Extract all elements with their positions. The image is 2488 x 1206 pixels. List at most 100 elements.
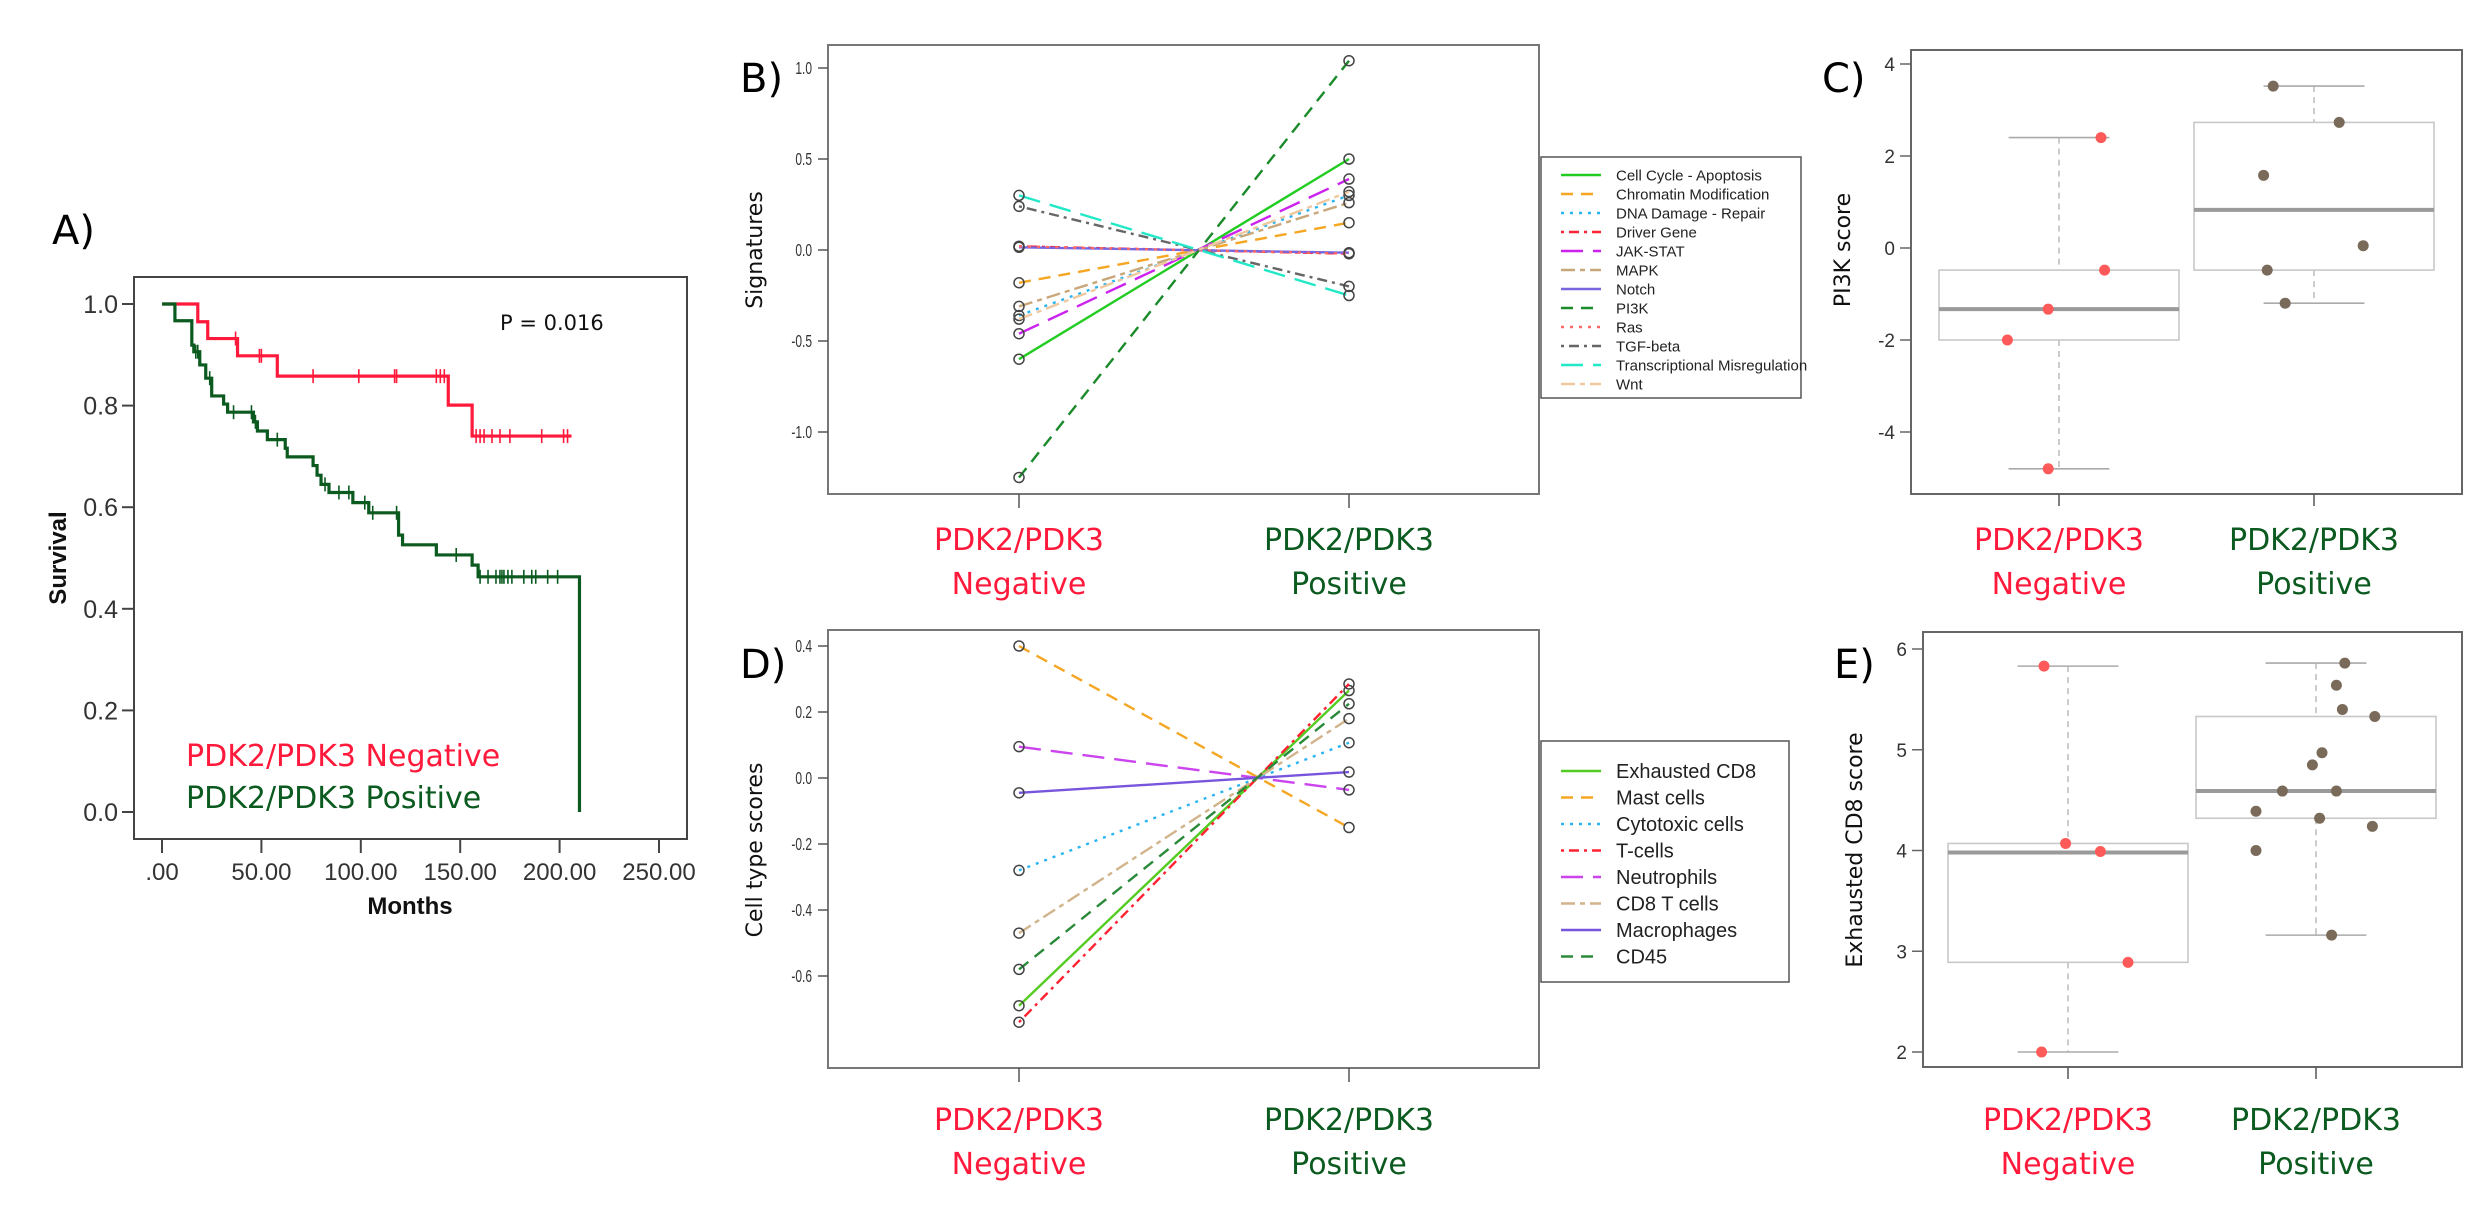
panel-a-curves — [162, 302, 582, 812]
group-label-negative: PDK2/PDK3 — [934, 1103, 1104, 1138]
panel-c-label: C) — [1822, 56, 1866, 102]
x-tick-label: 200.00 — [523, 859, 596, 886]
series-line — [1018, 157, 1350, 361]
data-point — [1343, 247, 1355, 260]
data-point — [1013, 640, 1025, 652]
y-tick-label: 4 — [1884, 55, 1895, 76]
panel-d-lines — [1013, 640, 1355, 1082]
data-point — [1343, 698, 1355, 710]
data-point — [2326, 929, 2338, 941]
panel-a-km-plot: A) 0.0 0.2 0.4 0.6 0.8 1.0 .00 50.00 100.00 150.… — [45, 208, 696, 920]
x-tick-label: .00 — [145, 859, 178, 886]
panel-a-label: A) — [52, 208, 95, 254]
group-label-positive: PDK2/PDK3 — [2229, 523, 2399, 558]
y-tick-label: -0.4 — [791, 901, 812, 921]
panel-c-group-labels: PDK2/PDK3 Negative PDK2/PDK3 Positive — [1974, 523, 2399, 602]
panel-b-label: B) — [740, 56, 783, 102]
panel-d-cell-types: D) -0.6 -0.4 -0.2 0.0 0.2 0.4 Cell type score… — [740, 629, 1790, 1182]
data-point — [2258, 169, 2270, 181]
data-point — [2095, 132, 2107, 144]
legend-label: Neutrophils — [1616, 867, 1717, 889]
data-point — [2276, 785, 2288, 797]
data-point — [2099, 264, 2111, 276]
legend-label: DNA Damage - Repair — [1616, 205, 1765, 222]
data-point — [2314, 812, 2326, 824]
data-point — [1013, 327, 1025, 340]
data-point — [1013, 927, 1025, 939]
panel-c-plot: -4 -2 0 2 4 — [1878, 55, 2435, 506]
legend-negative: PDK2/PDK3 Negative — [186, 739, 500, 774]
panel-d-y-ticks: -0.6 -0.4 -0.2 0.0 0.2 0.4 — [791, 637, 828, 987]
y-tick-label: -0.5 — [791, 332, 812, 352]
y-tick-label: 0.2 — [795, 703, 812, 723]
panel-e-exhausted-cd8-box: E) 2 3 4 5 6 Exhausted CD8 score PDK2/PDK3 Ne… — [1834, 631, 2463, 1182]
data-point — [1013, 864, 1025, 877]
data-point — [2001, 334, 2013, 346]
legend-label: Transcriptional Misregulation — [1616, 357, 1807, 374]
group-label-positive: Positive — [2258, 1147, 2374, 1182]
legend-label: Mast cells — [1616, 788, 1705, 810]
data-point — [2094, 846, 2106, 858]
panel-e-frame — [1922, 631, 2463, 1068]
x-tick-label: 50.00 — [231, 859, 291, 886]
data-point — [2366, 820, 2378, 832]
panel-a-x-ticks: .00 50.00 100.00 150.00 200.00 250.00 — [145, 839, 696, 886]
group-label-negative: PDK2/PDK3 — [934, 523, 1104, 558]
data-point — [1343, 186, 1355, 198]
data-point — [1343, 216, 1355, 229]
y-tick-label: 1.0 — [83, 291, 118, 319]
data-point — [1013, 313, 1025, 325]
series-line — [1018, 683, 1350, 1024]
group-label-negative: Negative — [952, 567, 1087, 602]
panel-e-group-labels: PDK2/PDK3 Negative PDK2/PDK3 Positive — [1983, 1103, 2401, 1182]
legend-label: MAPK — [1616, 262, 1659, 279]
panel-b-y-label: Signatures — [743, 191, 768, 309]
group-label-negative: PDK2/PDK3 — [1983, 1103, 2153, 1138]
data-point — [1343, 173, 1355, 185]
y-tick-label: 0.4 — [795, 637, 812, 657]
panel-a-frame — [133, 276, 688, 840]
group-label-negative: Negative — [1992, 567, 2127, 602]
data-point — [1343, 196, 1355, 209]
data-point — [2330, 785, 2342, 797]
panel-b-signatures: B) -1.0 -0.5 0.0 0.5 1.0 Signatures Cell Cyc… — [740, 44, 1807, 602]
legend-label: Ras — [1616, 319, 1643, 336]
data-point — [1013, 1016, 1025, 1028]
x-tick-label: 250.00 — [622, 859, 695, 886]
data-point — [2036, 1046, 2048, 1058]
x-tick-label: 100.00 — [324, 859, 397, 886]
legend-label: TGF-beta — [1616, 338, 1681, 355]
y-tick-label: 5 — [1896, 741, 1907, 762]
group-label-positive: Positive — [1291, 1147, 1407, 1182]
panel-b-lines — [1013, 54, 1355, 508]
legend-label: Macrophages — [1616, 920, 1737, 942]
panel-c-frame — [1910, 49, 2463, 495]
data-point — [1343, 766, 1355, 778]
series-line — [1018, 59, 1350, 479]
y-tick-label: 6 — [1896, 640, 1907, 661]
legend-label: Wnt — [1616, 376, 1644, 393]
series-line — [1018, 770, 1350, 795]
x-axis-label: Months — [367, 893, 452, 920]
data-point — [1013, 787, 1025, 799]
y-tick-label: 3 — [1896, 942, 1907, 963]
y-tick-label: -0.2 — [791, 835, 812, 855]
data-point — [2316, 747, 2328, 759]
data-point — [2250, 805, 2262, 817]
series-line — [1018, 717, 1350, 935]
panel-b-frame — [827, 44, 1540, 495]
data-point — [1013, 189, 1025, 202]
data-point — [1343, 189, 1355, 202]
series-line — [1018, 245, 1350, 255]
data-point — [2357, 240, 2369, 252]
panel-b-y-ticks: -1.0 -0.5 0.0 0.5 1.0 — [791, 59, 828, 443]
data-point — [1013, 240, 1025, 253]
legend-label: Chromatin Modification — [1616, 186, 1769, 203]
series-line — [1018, 221, 1350, 284]
data-point — [1013, 353, 1025, 365]
y-tick-label: 0.0 — [795, 769, 812, 789]
legend-label: Exhausted CD8 — [1616, 761, 1756, 783]
legend-label: PI3K — [1616, 300, 1649, 317]
